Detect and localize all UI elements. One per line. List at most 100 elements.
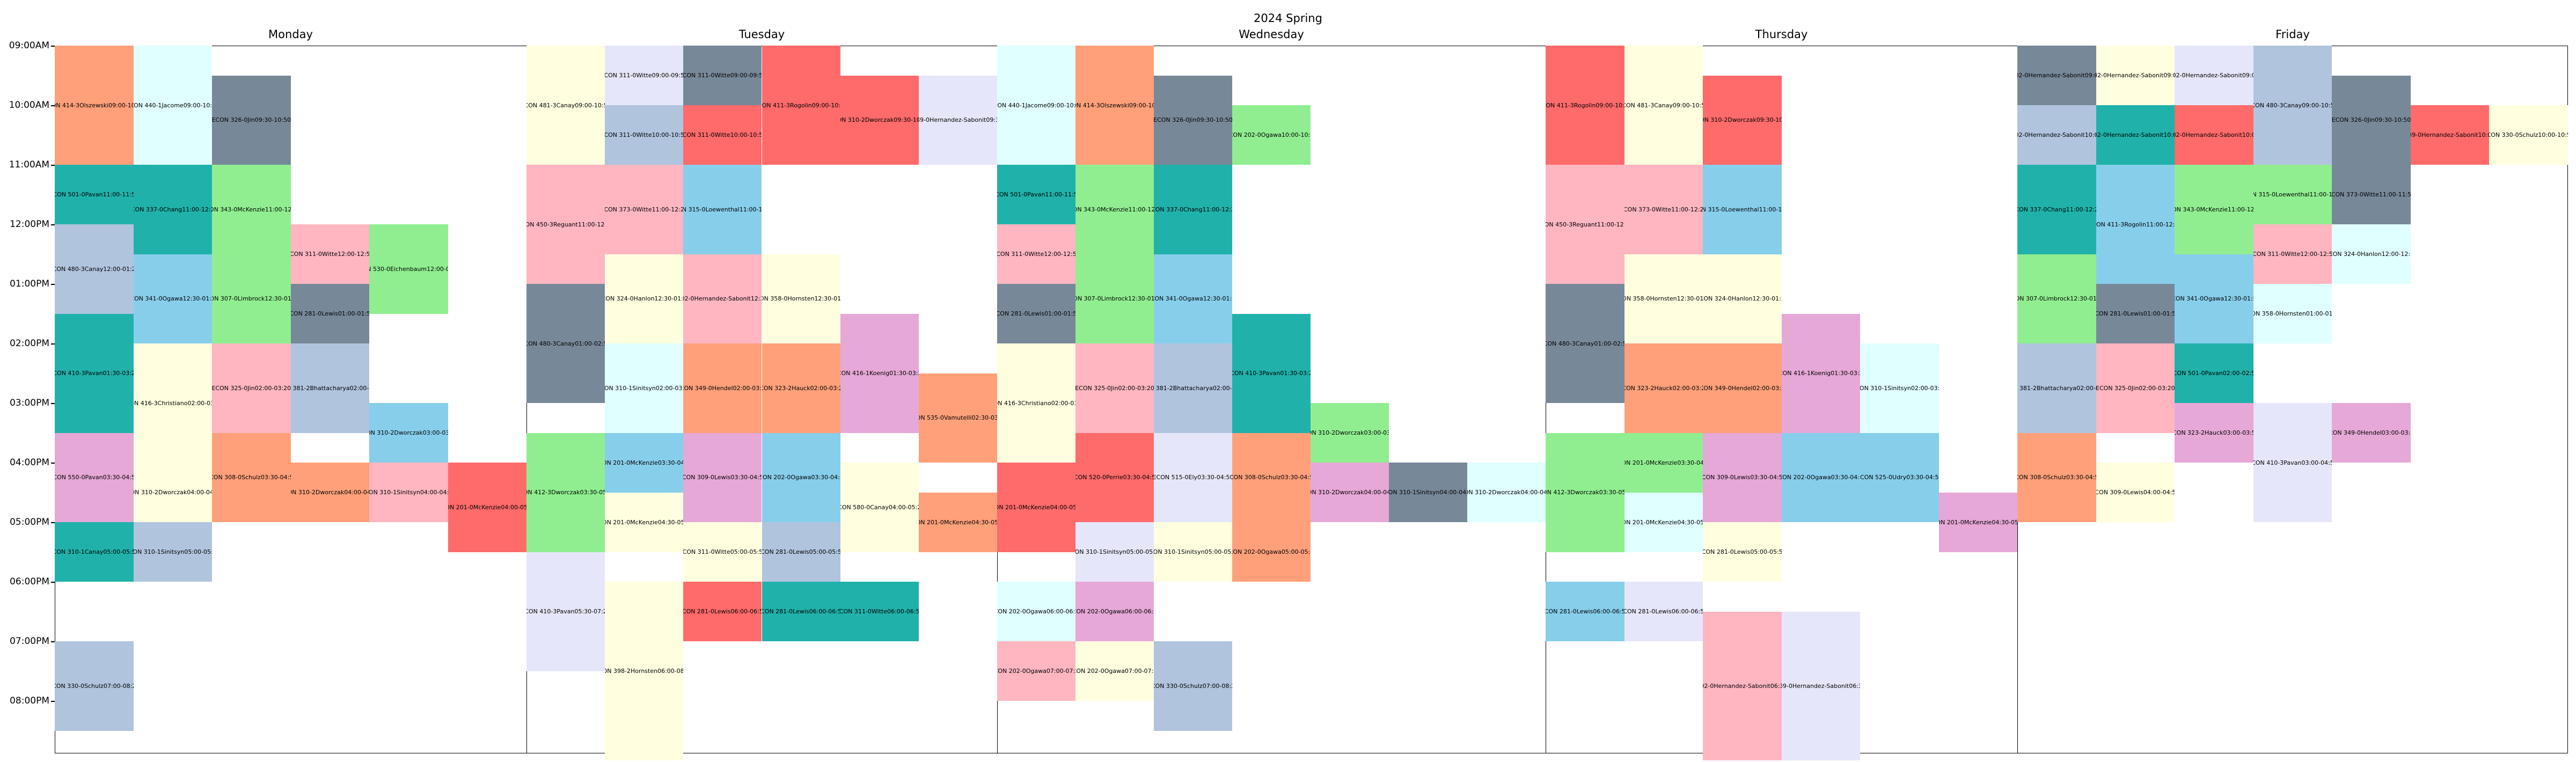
course-block[interactable]: ECON 325-0 Jin 02:00-03:20 bbox=[212, 343, 291, 433]
course-block[interactable]: ECON 326-0 Jin 09:30-10:50 bbox=[2332, 75, 2411, 165]
course-block[interactable]: ECON 325-0 Jin 02:00-03:20 bbox=[1075, 343, 1154, 433]
course-block[interactable]: ECON 325-0 Jin 02:00-03:20 bbox=[2096, 343, 2175, 433]
course-block[interactable]: ECON 326-0 Jin 09:30-10:50 bbox=[1154, 75, 1232, 165]
course-block[interactable]: ECON 515-0 Ely 03:30-04:50 bbox=[1154, 433, 1232, 522]
